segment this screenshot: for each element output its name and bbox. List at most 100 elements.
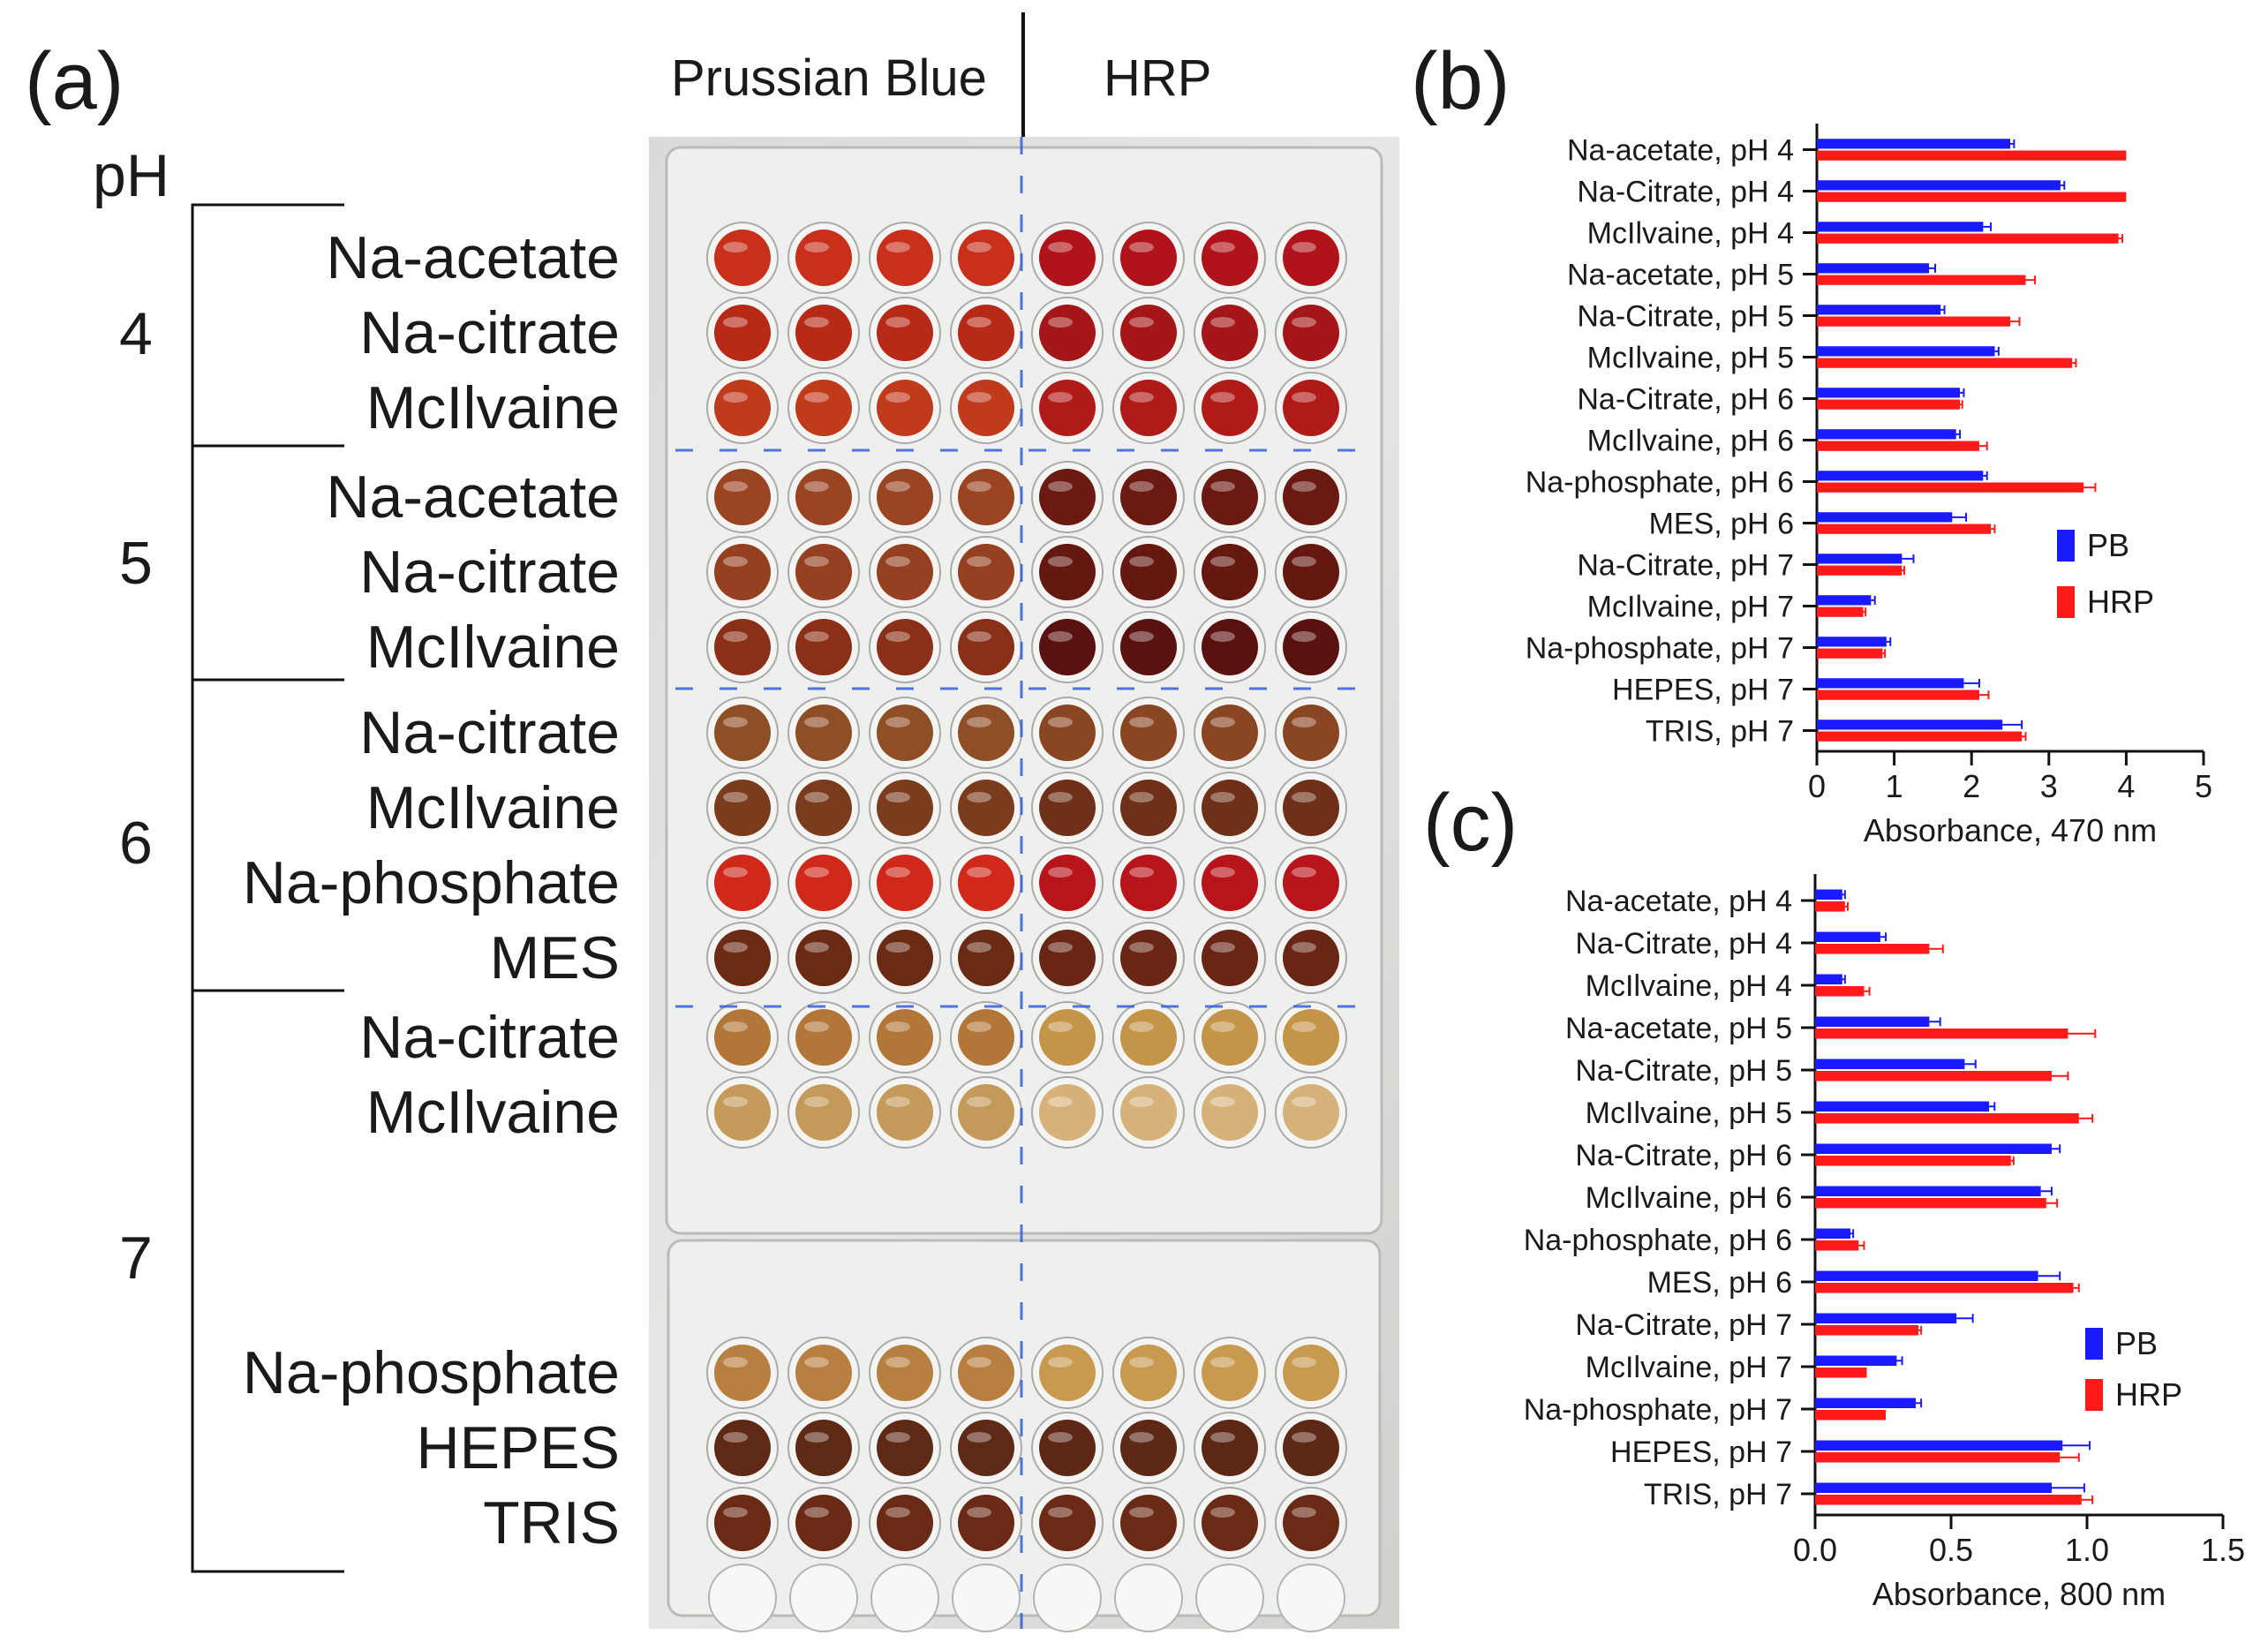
well-liquid (958, 855, 1014, 911)
well-highlight (804, 1097, 829, 1107)
well-liquid (1120, 780, 1177, 836)
category-label: McIlvaine, pH 4 (1586, 969, 1792, 1003)
well-highlight (1210, 717, 1235, 727)
bar-pb (1815, 1101, 1990, 1112)
ph-bracket (191, 989, 344, 1573)
bar-pb (1817, 388, 1961, 398)
well-highlight (1129, 717, 1154, 727)
well-liquid (1202, 855, 1258, 911)
category-label: Na-acetate, pH 4 (1567, 133, 1794, 167)
well-highlight (1292, 1507, 1316, 1518)
well-highlight (1210, 242, 1235, 252)
bar-hrp (1815, 1283, 2074, 1293)
bar-pb (1817, 512, 1953, 523)
well-liquid (1202, 1084, 1258, 1141)
well-liquid (1120, 305, 1177, 361)
well-highlight (967, 1097, 991, 1107)
bar-pb (1815, 1143, 2052, 1154)
bar-pb (1815, 1355, 1897, 1366)
bar-hrp (1815, 1071, 2052, 1082)
well-highlight (804, 717, 829, 727)
well-highlight (885, 1021, 910, 1032)
buffer-label: Na-acetate (326, 224, 620, 291)
category-label: TRIS, pH 7 (1644, 1478, 1792, 1511)
well-liquid (1202, 305, 1258, 361)
well-liquid (958, 1345, 1014, 1401)
bar-hrp (1817, 316, 2010, 327)
bar-hrp (1817, 192, 2127, 202)
empty-well (1195, 1564, 1264, 1632)
panel-b-letter: (b) (1411, 36, 1511, 126)
well-liquid (877, 1345, 933, 1401)
well-highlight (804, 942, 829, 953)
buffer-label: McIlvaine (365, 774, 620, 841)
well-highlight (1292, 1432, 1316, 1443)
well-highlight (1048, 942, 1073, 953)
well-liquid (1120, 1084, 1177, 1141)
well-liquid (958, 705, 1014, 761)
well-liquid (877, 705, 933, 761)
well-liquid (1283, 1345, 1339, 1401)
well-highlight (967, 942, 991, 953)
empty-well (1033, 1564, 1102, 1632)
well-liquid (795, 1495, 852, 1551)
well-highlight (804, 317, 829, 328)
well-highlight (967, 1432, 991, 1443)
x-tick-label: 3 (2040, 768, 2058, 804)
well-highlight (1129, 1507, 1154, 1518)
bar-hrp (1815, 1198, 2046, 1209)
well-liquid (877, 469, 933, 525)
buffer-label: McIlvaine (365, 614, 620, 681)
well-highlight (967, 556, 991, 567)
well-liquid (1283, 1495, 1339, 1551)
well-highlight (885, 392, 910, 403)
bar-pb (1817, 637, 1887, 647)
well-plate-graphic (649, 137, 1399, 1632)
well-highlight (804, 792, 829, 803)
well-highlight (723, 631, 748, 642)
x-tick-label: 5 (2195, 768, 2212, 804)
category-label: McIlvaine, pH 4 (1587, 216, 1794, 250)
well-highlight (1292, 792, 1316, 803)
well-liquid (1039, 780, 1096, 836)
buffer-label: Na-acetate (326, 464, 620, 531)
well-liquid (714, 855, 771, 911)
category-label: Na-Citrate, pH 4 (1577, 175, 1794, 208)
bar-pb (1815, 1313, 1957, 1323)
legend-label-pb: PB (2087, 527, 2129, 563)
well-liquid (877, 305, 933, 361)
well-liquid (795, 1009, 852, 1066)
well-liquid (714, 380, 771, 436)
well-highlight (1048, 392, 1073, 403)
well-highlight (723, 392, 748, 403)
well-highlight (1210, 1357, 1235, 1368)
well-highlight (1129, 1097, 1154, 1107)
well-highlight (1210, 317, 1235, 328)
well-highlight (885, 717, 910, 727)
x-tick-label: 1.0 (2065, 1532, 2109, 1568)
buffer-label: Na-citrate (359, 539, 620, 606)
category-label: Na-phosphate, pH 7 (1526, 631, 1794, 665)
well-highlight (1048, 1507, 1073, 1518)
x-tick-label: 0.0 (1793, 1532, 1837, 1568)
well-highlight (723, 1357, 748, 1368)
well-liquid (1283, 1009, 1339, 1066)
well-liquid (795, 619, 852, 675)
well-highlight (1048, 1097, 1073, 1107)
well-liquid (1120, 1495, 1177, 1551)
well-highlight (723, 1097, 748, 1107)
category-label: Na-Citrate, pH 4 (1575, 927, 1792, 961)
well-highlight (967, 1021, 991, 1032)
well-liquid (1120, 619, 1177, 675)
well-highlight (804, 1432, 829, 1443)
bar-pb (1817, 720, 2003, 730)
well-liquid (958, 1420, 1014, 1476)
ph-value: 6 (119, 810, 153, 877)
bar-hrp (1815, 901, 1845, 912)
well-liquid (1120, 469, 1177, 525)
well-highlight (723, 317, 748, 328)
bar-pb (1815, 1016, 1930, 1027)
category-label: Na-acetate, pH 5 (1565, 1012, 1792, 1045)
well-liquid (1039, 705, 1096, 761)
